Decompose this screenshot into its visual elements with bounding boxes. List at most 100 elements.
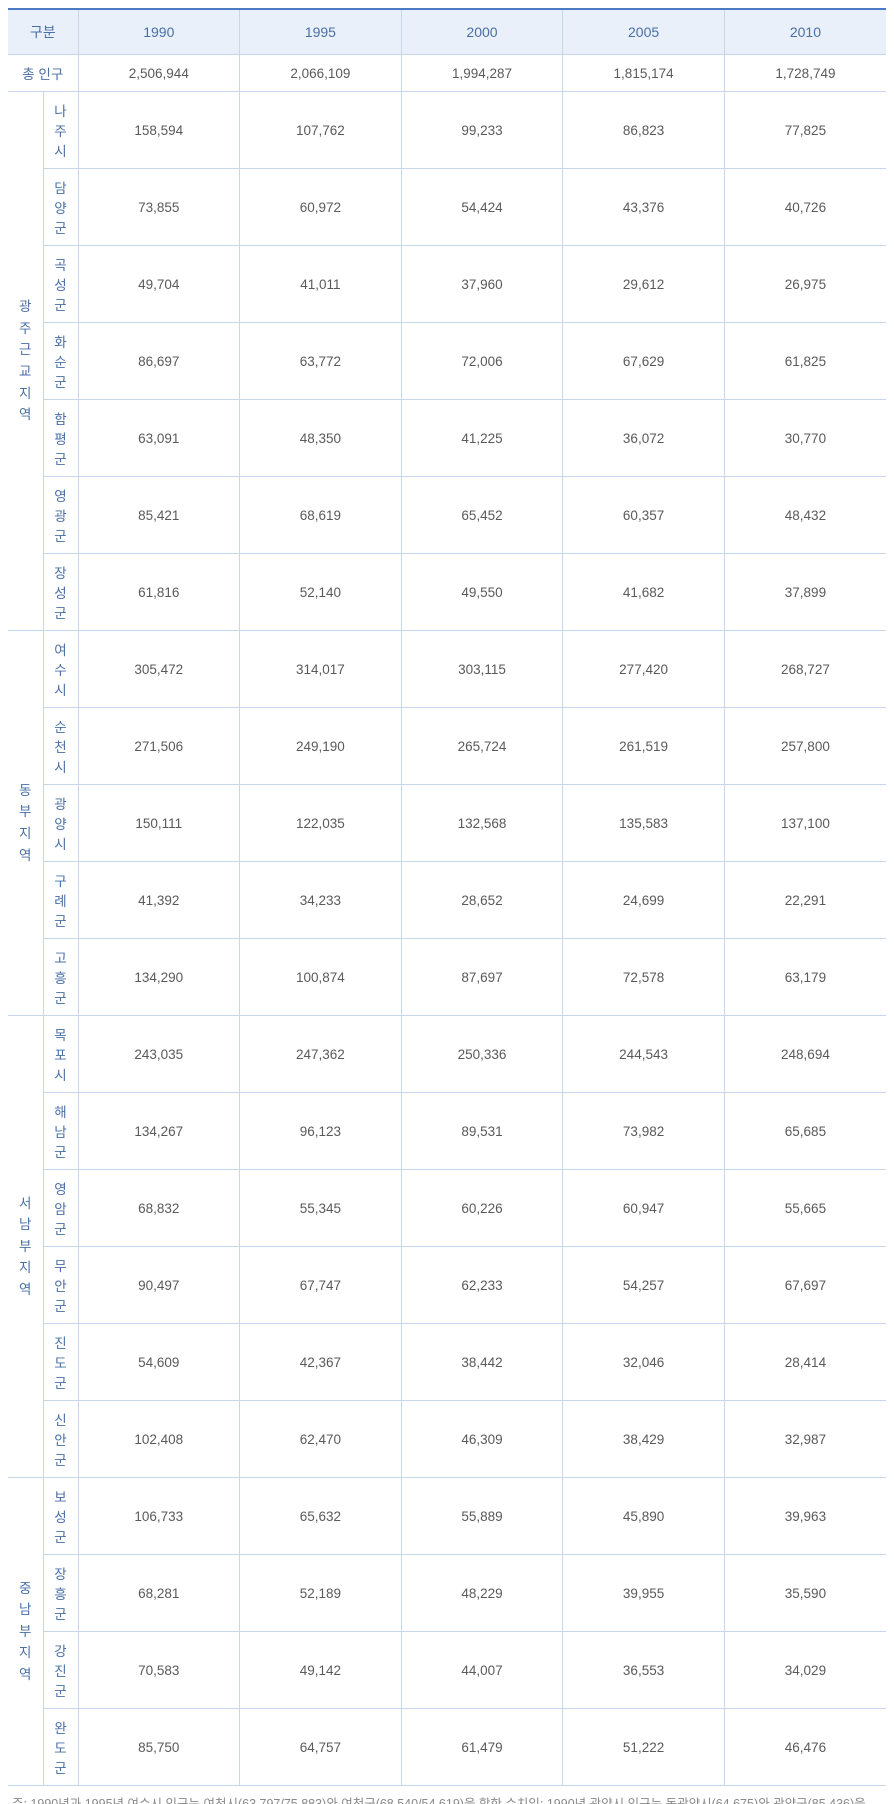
region-name-cell: 장성군 bbox=[43, 554, 78, 631]
table-row: 화순군86,69763,77272,00667,62961,825 bbox=[8, 323, 886, 400]
value-cell: 277,420 bbox=[563, 631, 725, 708]
value-cell: 62,233 bbox=[401, 1247, 563, 1324]
table-row: 서남부지역목포시243,035247,362250,336244,543248,… bbox=[8, 1016, 886, 1093]
total-2010: 1,728,749 bbox=[724, 55, 886, 92]
region-name-cell: 화순군 bbox=[43, 323, 78, 400]
value-cell: 68,619 bbox=[240, 477, 402, 554]
value-cell: 67,747 bbox=[240, 1247, 402, 1324]
value-cell: 48,350 bbox=[240, 400, 402, 477]
value-cell: 134,267 bbox=[78, 1093, 240, 1170]
value-cell: 54,257 bbox=[563, 1247, 725, 1324]
value-cell: 72,006 bbox=[401, 323, 563, 400]
value-cell: 52,189 bbox=[240, 1555, 402, 1632]
region-name-cell: 보성군 bbox=[43, 1478, 78, 1555]
table-row: 담양군73,85560,97254,42443,37640,726 bbox=[8, 169, 886, 246]
value-cell: 68,832 bbox=[78, 1170, 240, 1247]
table-header: 구분 1990 1995 2000 2005 2010 bbox=[8, 9, 886, 55]
value-cell: 265,724 bbox=[401, 708, 563, 785]
value-cell: 41,392 bbox=[78, 862, 240, 939]
value-cell: 60,972 bbox=[240, 169, 402, 246]
table-row: 곡성군49,70441,01137,96029,61226,975 bbox=[8, 246, 886, 323]
value-cell: 41,225 bbox=[401, 400, 563, 477]
value-cell: 60,357 bbox=[563, 477, 725, 554]
table-row: 고흥군134,290100,87487,69772,57863,179 bbox=[8, 939, 886, 1016]
header-2000: 2000 bbox=[401, 9, 563, 55]
value-cell: 87,697 bbox=[401, 939, 563, 1016]
header-1995: 1995 bbox=[240, 9, 402, 55]
value-cell: 44,007 bbox=[401, 1632, 563, 1709]
table-row: 순천시271,506249,190265,724261,519257,800 bbox=[8, 708, 886, 785]
value-cell: 122,035 bbox=[240, 785, 402, 862]
total-label: 총 인구 bbox=[8, 55, 78, 92]
value-cell: 65,632 bbox=[240, 1478, 402, 1555]
value-cell: 77,825 bbox=[724, 92, 886, 169]
header-2005: 2005 bbox=[563, 9, 725, 55]
value-cell: 46,309 bbox=[401, 1401, 563, 1478]
value-cell: 36,553 bbox=[563, 1632, 725, 1709]
group-name-cell: 중남부지역 bbox=[8, 1478, 43, 1786]
value-cell: 303,115 bbox=[401, 631, 563, 708]
value-cell: 67,697 bbox=[724, 1247, 886, 1324]
value-cell: 38,429 bbox=[563, 1401, 725, 1478]
value-cell: 64,757 bbox=[240, 1709, 402, 1786]
value-cell: 24,699 bbox=[563, 862, 725, 939]
region-name-cell: 담양군 bbox=[43, 169, 78, 246]
value-cell: 135,583 bbox=[563, 785, 725, 862]
value-cell: 68,281 bbox=[78, 1555, 240, 1632]
value-cell: 65,685 bbox=[724, 1093, 886, 1170]
value-cell: 85,421 bbox=[78, 477, 240, 554]
value-cell: 73,855 bbox=[78, 169, 240, 246]
region-name-cell: 곡성군 bbox=[43, 246, 78, 323]
value-cell: 26,975 bbox=[724, 246, 886, 323]
table-row: 영광군85,42168,61965,45260,35748,432 bbox=[8, 477, 886, 554]
value-cell: 37,899 bbox=[724, 554, 886, 631]
total-row: 총 인구 2,506,944 2,066,109 1,994,287 1,815… bbox=[8, 55, 886, 92]
value-cell: 36,072 bbox=[563, 400, 725, 477]
table-row: 구례군41,39234,23328,65224,69922,291 bbox=[8, 862, 886, 939]
value-cell: 28,414 bbox=[724, 1324, 886, 1401]
value-cell: 41,682 bbox=[563, 554, 725, 631]
value-cell: 38,442 bbox=[401, 1324, 563, 1401]
region-name-cell: 해남군 bbox=[43, 1093, 78, 1170]
region-name-cell: 나주시 bbox=[43, 92, 78, 169]
total-2005: 1,815,174 bbox=[563, 55, 725, 92]
value-cell: 70,583 bbox=[78, 1632, 240, 1709]
region-name-cell: 영광군 bbox=[43, 477, 78, 554]
table-row: 진도군54,60942,36738,44232,04628,414 bbox=[8, 1324, 886, 1401]
header-category: 구분 bbox=[8, 9, 78, 55]
value-cell: 55,345 bbox=[240, 1170, 402, 1247]
region-name-cell: 완도군 bbox=[43, 1709, 78, 1786]
header-2010: 2010 bbox=[724, 9, 886, 55]
value-cell: 28,652 bbox=[401, 862, 563, 939]
value-cell: 32,987 bbox=[724, 1401, 886, 1478]
value-cell: 52,140 bbox=[240, 554, 402, 631]
population-table: 구분 1990 1995 2000 2005 2010 총 인구 2,506,9… bbox=[8, 8, 886, 1786]
footnote: 주: 1990년과 1995년 여수시 인구는 여천시(63,797/75,88… bbox=[8, 1786, 886, 1804]
value-cell: 40,726 bbox=[724, 169, 886, 246]
value-cell: 29,612 bbox=[563, 246, 725, 323]
value-cell: 100,874 bbox=[240, 939, 402, 1016]
region-name-cell: 신안군 bbox=[43, 1401, 78, 1478]
value-cell: 86,823 bbox=[563, 92, 725, 169]
value-cell: 46,476 bbox=[724, 1709, 886, 1786]
value-cell: 48,229 bbox=[401, 1555, 563, 1632]
value-cell: 257,800 bbox=[724, 708, 886, 785]
region-name-cell: 순천시 bbox=[43, 708, 78, 785]
value-cell: 34,029 bbox=[724, 1632, 886, 1709]
value-cell: 45,890 bbox=[563, 1478, 725, 1555]
value-cell: 63,179 bbox=[724, 939, 886, 1016]
value-cell: 51,222 bbox=[563, 1709, 725, 1786]
value-cell: 99,233 bbox=[401, 92, 563, 169]
group-name-cell: 광주근교지역 bbox=[8, 92, 43, 631]
value-cell: 63,772 bbox=[240, 323, 402, 400]
total-2000: 1,994,287 bbox=[401, 55, 563, 92]
value-cell: 63,091 bbox=[78, 400, 240, 477]
value-cell: 61,479 bbox=[401, 1709, 563, 1786]
table-row: 완도군85,75064,75761,47951,22246,476 bbox=[8, 1709, 886, 1786]
value-cell: 271,506 bbox=[78, 708, 240, 785]
value-cell: 107,762 bbox=[240, 92, 402, 169]
value-cell: 55,889 bbox=[401, 1478, 563, 1555]
value-cell: 32,046 bbox=[563, 1324, 725, 1401]
value-cell: 86,697 bbox=[78, 323, 240, 400]
value-cell: 243,035 bbox=[78, 1016, 240, 1093]
